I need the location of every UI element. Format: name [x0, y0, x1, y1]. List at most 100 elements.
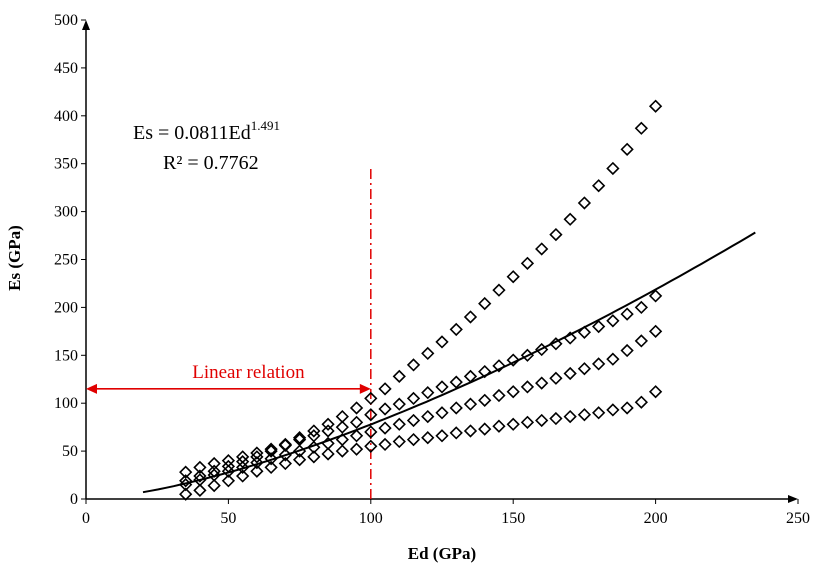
x-tick-label: 200: [644, 510, 668, 527]
x-tick-label: 0: [82, 510, 90, 527]
data-point: [535, 376, 549, 390]
data-point: [478, 393, 492, 407]
data-point: [335, 420, 349, 434]
data-point: [292, 431, 307, 445]
data-point: [264, 442, 278, 456]
annotation-label: Linear relation: [192, 362, 305, 383]
data-point: [364, 425, 378, 439]
data-point: [378, 421, 392, 435]
data-point: [592, 357, 606, 371]
data-point: [307, 440, 321, 454]
data-point: [449, 322, 463, 337]
data-point: [577, 362, 592, 376]
trendline: [142, 231, 756, 494]
data-point: [449, 375, 463, 389]
data-point: [592, 319, 606, 334]
data-point: [577, 325, 592, 339]
data-point: [406, 413, 421, 428]
trendline-equation: Es = 0.0811Ed1.491: [133, 118, 280, 144]
data-point: [349, 442, 364, 456]
y-tick-label: 250: [54, 252, 78, 269]
data-point: [606, 314, 620, 328]
data-point: [179, 465, 193, 479]
data-point: [364, 408, 378, 422]
x-tick-label: 250: [786, 510, 810, 527]
data-point: [435, 335, 449, 349]
data-point: [264, 460, 278, 475]
data-point: [520, 415, 535, 429]
y-tick-label: 100: [54, 395, 78, 412]
data-point: [221, 464, 236, 478]
data-point: [349, 401, 364, 415]
r-squared: R² = 0.7762: [163, 152, 259, 174]
data-point: [463, 397, 478, 411]
data-point: [606, 403, 620, 417]
data-point: [535, 413, 549, 428]
data-point: [506, 353, 520, 367]
data-point: [421, 431, 435, 445]
data-point: [278, 438, 292, 452]
data-point: [563, 409, 577, 424]
data-point: [620, 307, 634, 321]
data-point: [492, 283, 506, 297]
data-point: [392, 434, 406, 449]
data-point: [520, 256, 535, 270]
data-point: [492, 419, 506, 433]
data-point: [463, 424, 478, 438]
data-point: [364, 391, 378, 406]
y-tick-label: 150: [54, 347, 78, 364]
data-point: [592, 406, 606, 420]
y-axis-label: Es (GPa): [5, 225, 24, 291]
data-point: [392, 369, 406, 384]
data-point: [221, 474, 236, 488]
data-point: [634, 121, 648, 135]
y-tick-label: 0: [70, 491, 78, 508]
data-point: [435, 406, 449, 420]
data-point: [378, 402, 392, 416]
y-tick-label: 500: [54, 12, 78, 29]
data-point: [250, 464, 264, 478]
data-point: [406, 358, 421, 372]
x-tick-label: 100: [359, 510, 383, 527]
data-point: [549, 411, 563, 426]
y-tick-label: 300: [54, 204, 78, 221]
data-point: [307, 450, 321, 464]
data-point: [207, 478, 221, 493]
data-point: [207, 456, 221, 471]
x-tick-label: 150: [501, 510, 525, 527]
data-point: [264, 444, 278, 458]
data-point: [378, 382, 392, 396]
data-point: [577, 408, 592, 422]
data-point: [321, 417, 335, 431]
data-point: [506, 385, 520, 399]
data-point: [634, 300, 648, 315]
equation-base: Es = 0.0811Ed: [133, 122, 251, 144]
data-point: [378, 437, 392, 452]
data-point: [421, 409, 435, 424]
data-point: [549, 227, 563, 242]
data-point: [193, 469, 207, 483]
data-point: [292, 453, 307, 467]
data-point: [392, 417, 406, 431]
data-point: [563, 366, 577, 381]
data-point: [236, 460, 250, 475]
data-point: [620, 401, 634, 415]
data-point: [620, 142, 634, 156]
data-point: [406, 432, 421, 447]
data-point: [634, 395, 648, 409]
data-point: [335, 444, 349, 458]
data-point: [478, 422, 492, 436]
data-point: [406, 391, 421, 406]
data-point: [506, 417, 520, 431]
annotation-arrowhead-left: [86, 383, 97, 394]
data-point: [392, 397, 406, 411]
data-point: [478, 364, 492, 379]
data-point: [435, 380, 449, 394]
data-point: [592, 179, 606, 193]
data-point: [648, 99, 663, 113]
y-tick-label: 450: [54, 60, 78, 77]
axes: [81, 19, 799, 504]
x-tick-label: 50: [220, 510, 236, 527]
data-point: [321, 447, 335, 461]
data-point: [349, 429, 364, 443]
